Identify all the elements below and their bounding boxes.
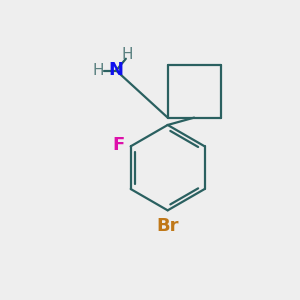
Text: Br: Br [156,217,179,235]
Text: N: N [109,61,124,80]
Text: H: H [122,47,133,62]
Text: F: F [112,136,124,154]
Text: H: H [93,63,104,78]
